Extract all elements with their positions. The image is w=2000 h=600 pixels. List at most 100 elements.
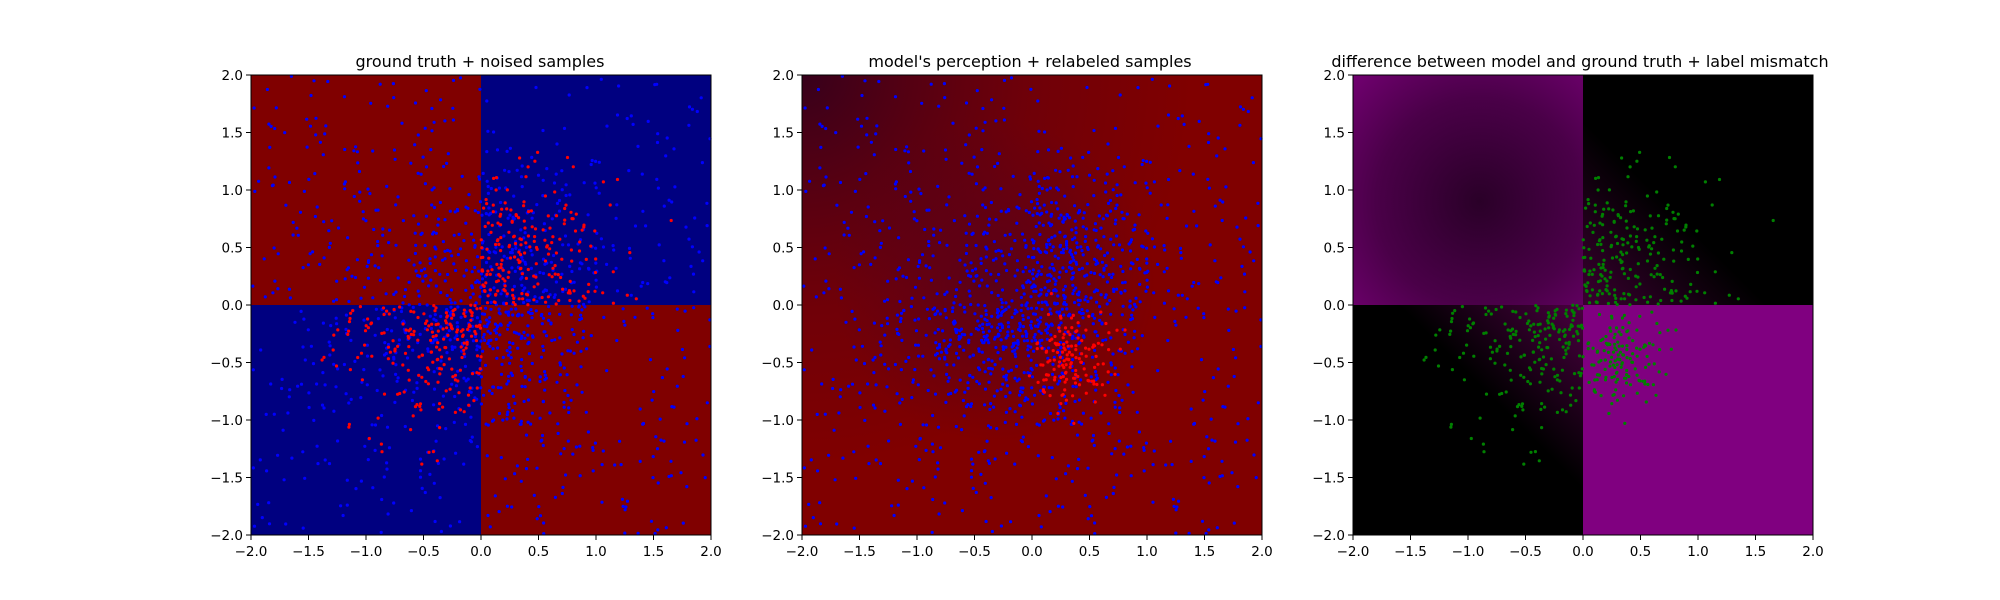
data-point [1451, 311, 1455, 315]
data-point [834, 131, 838, 135]
data-point [562, 447, 566, 451]
data-point [433, 255, 437, 259]
data-point [695, 417, 699, 421]
data-point [986, 424, 991, 428]
x-tick-label: 0.0 [1572, 544, 1593, 560]
data-point [987, 461, 992, 465]
data-point [857, 328, 861, 332]
data-point [1608, 364, 1612, 368]
data-point [1510, 327, 1515, 331]
data-point [1509, 336, 1513, 340]
data-point [508, 146, 512, 150]
data-point [501, 418, 505, 422]
data-point [519, 419, 524, 423]
data-point [322, 355, 326, 359]
data-point [475, 354, 480, 358]
data-point [699, 96, 703, 100]
data-point [518, 267, 522, 271]
data-point [813, 257, 817, 261]
data-point [1077, 303, 1081, 307]
data-point [439, 314, 443, 318]
data-point [381, 233, 385, 237]
data-point [823, 412, 827, 416]
data-point [1252, 259, 1256, 263]
data-point [1066, 168, 1070, 172]
data-point [967, 341, 971, 345]
data-point [485, 99, 489, 103]
data-point [999, 387, 1003, 391]
data-point [1613, 359, 1617, 363]
data-point [649, 519, 654, 523]
data-point [544, 300, 548, 304]
data-point [432, 387, 437, 391]
data-point [1003, 262, 1007, 266]
data-point [542, 222, 547, 226]
data-point [1125, 445, 1129, 449]
data-point [1040, 346, 1044, 350]
data-point [1625, 344, 1629, 348]
data-point [1256, 224, 1260, 228]
data-point [815, 412, 819, 416]
data-point [938, 312, 942, 316]
data-point [1521, 408, 1525, 412]
data-point [1555, 378, 1559, 382]
data-point [355, 258, 359, 262]
y-tick-label: 1.0 [1324, 183, 1345, 199]
data-point [1051, 362, 1055, 366]
data-point [1083, 274, 1087, 278]
data-point [999, 338, 1003, 342]
data-point [913, 368, 917, 372]
data-point [1020, 440, 1024, 444]
data-point [1493, 339, 1497, 343]
data-point [538, 416, 542, 420]
data-point [1084, 354, 1088, 358]
data-point [536, 173, 541, 177]
data-point [963, 390, 967, 394]
data-point [1071, 313, 1075, 317]
data-point [1624, 376, 1628, 380]
data-point [1605, 279, 1609, 283]
data-point [479, 339, 483, 343]
data-point [403, 288, 408, 292]
data-point [976, 319, 980, 323]
data-point [1140, 334, 1144, 338]
data-point [656, 481, 660, 485]
data-point [1173, 319, 1177, 323]
data-point [373, 423, 378, 427]
data-point [1546, 389, 1550, 393]
data-point [979, 472, 983, 476]
data-point [305, 145, 309, 149]
data-point [465, 342, 469, 346]
data-point [937, 345, 942, 349]
data-point [316, 462, 320, 466]
data-point [1077, 398, 1082, 402]
data-point [361, 217, 365, 221]
data-point [1571, 310, 1575, 314]
data-point [1691, 244, 1695, 248]
data-point [998, 357, 1003, 361]
data-point [503, 289, 507, 293]
data-point [489, 265, 493, 269]
data-point [1541, 355, 1546, 359]
data-point [1605, 284, 1609, 288]
data-point [1004, 394, 1008, 399]
data-point [1140, 162, 1144, 167]
data-point [1520, 404, 1524, 408]
data-point [1045, 242, 1049, 247]
data-point [438, 496, 442, 500]
data-point [1671, 248, 1675, 252]
data-point [984, 519, 988, 524]
data-point [972, 279, 976, 283]
data-point [1114, 218, 1118, 222]
data-point [468, 324, 472, 328]
data-point [1449, 422, 1453, 426]
data-point [328, 241, 332, 245]
data-point [328, 353, 332, 357]
data-point [1043, 130, 1047, 134]
data-point [363, 329, 368, 333]
data-point [1638, 314, 1642, 318]
data-point [996, 351, 1000, 355]
data-point [1104, 264, 1108, 268]
data-point [1088, 505, 1092, 509]
data-point [441, 405, 445, 409]
